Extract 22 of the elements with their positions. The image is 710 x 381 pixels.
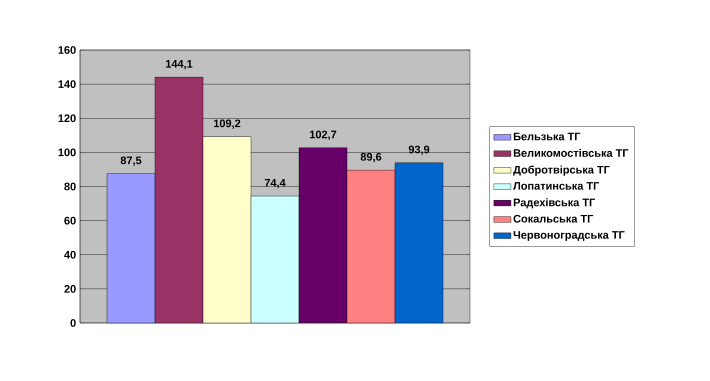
data-label: 89,6 — [360, 152, 382, 162]
legend-label: Радехівська ТГ — [514, 198, 596, 208]
y-tick-label: 160 — [58, 46, 76, 54]
data-label: 144,1 — [166, 60, 192, 70]
legend-label: Сокальська ТГ — [514, 214, 594, 223]
y-tick-label: 140 — [58, 80, 76, 88]
data-label: 74,4 — [264, 178, 286, 188]
legend-label: Червоноградська ТГ — [514, 231, 625, 241]
legend-label: Добротвірська ТГ — [513, 165, 610, 176]
y-tick-label: 100 — [58, 148, 76, 156]
legend-label: Лопатинська ТГ — [513, 182, 600, 190]
data-label: 109,2 — [214, 119, 240, 129]
y-tick-label: 80 — [64, 182, 76, 190]
data-label: 102,7 — [310, 130, 336, 140]
y-tick-label: 60 — [64, 216, 76, 225]
y-tick-label: 120 — [58, 114, 76, 122]
y-tick-label: 40 — [64, 250, 76, 259]
legend-label: Бельзька ТГ — [514, 132, 580, 140]
y-tick-label: 0 — [70, 319, 76, 327]
data-label: 87,5 — [120, 156, 142, 166]
legend-label: Великомостівська ТГ — [514, 148, 628, 157]
y-tick-label: 20 — [64, 285, 76, 293]
